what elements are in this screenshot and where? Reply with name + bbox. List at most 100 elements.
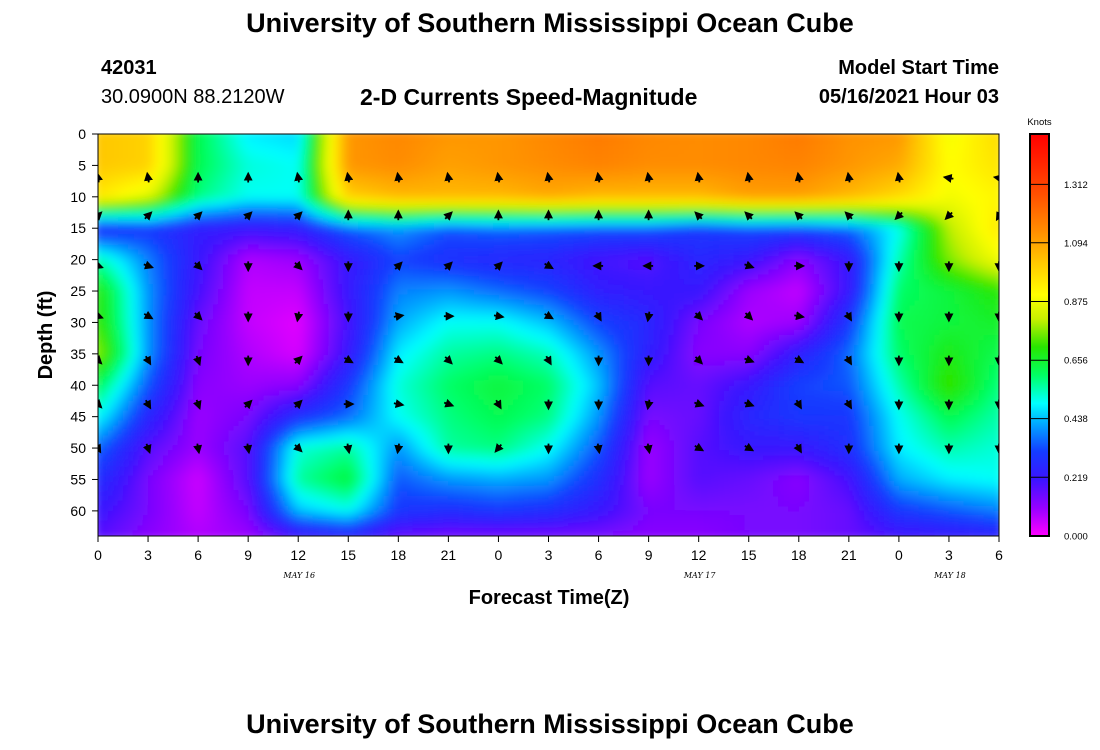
heatmap-cell <box>778 194 785 200</box>
heatmap-cell <box>963 224 970 231</box>
heatmap-cell <box>498 169 505 175</box>
heatmap-cell <box>878 249 885 256</box>
heatmap-cell <box>873 244 880 251</box>
heatmap-cell <box>993 224 999 231</box>
heatmap-cell <box>678 154 685 160</box>
heatmap-cell <box>683 189 690 195</box>
heatmap-cell <box>148 134 154 140</box>
heatmap-cell <box>673 239 680 246</box>
heatmap-cell <box>848 169 855 175</box>
heatmap-cell <box>478 199 485 205</box>
heatmap-cell <box>138 249 144 256</box>
heatmap-cell <box>703 209 710 216</box>
heatmap-cell <box>253 194 259 200</box>
heatmap-cell <box>623 184 630 190</box>
heatmap-cell <box>738 164 745 170</box>
heatmap-cell <box>718 239 725 246</box>
heatmap-cell <box>458 219 465 226</box>
heatmap-cell <box>688 214 695 221</box>
heatmap-cell <box>168 189 174 195</box>
heatmap-cell <box>238 169 244 175</box>
heatmap-cell <box>298 169 304 175</box>
heatmap-cell <box>298 184 304 190</box>
heatmap-cell <box>338 234 344 241</box>
heatmap-cell <box>688 194 695 200</box>
heatmap-cell <box>658 219 665 226</box>
heatmap-cell <box>758 154 765 160</box>
heatmap-cell <box>233 194 239 200</box>
heatmap-cell <box>513 199 520 205</box>
heatmap-cell <box>603 219 610 226</box>
heatmap-cell <box>428 264 434 271</box>
heatmap-cell <box>728 159 735 165</box>
heatmap-cell <box>443 194 449 200</box>
heatmap-cell <box>123 254 129 261</box>
heatmap-cell <box>753 169 760 175</box>
heatmap-cell <box>693 244 700 251</box>
heatmap-cell <box>948 229 955 236</box>
heatmap-cell <box>808 214 815 221</box>
heatmap-cell <box>848 219 855 226</box>
heatmap-cell <box>543 139 550 145</box>
heatmap-cell <box>693 134 700 140</box>
heatmap-cell <box>918 244 925 251</box>
heatmap-cell <box>588 144 595 150</box>
heatmap-cell <box>518 169 525 175</box>
heatmap-cell <box>103 254 109 261</box>
heatmap-cell <box>218 189 224 195</box>
heatmap-cell <box>968 199 975 205</box>
heatmap-cell <box>503 244 510 251</box>
heatmap-cell <box>518 244 525 251</box>
heatmap-cell <box>898 164 905 170</box>
heatmap-cell <box>578 189 585 195</box>
heatmap-cell <box>733 194 740 200</box>
heatmap-cell <box>563 259 570 266</box>
heatmap-cell <box>873 239 880 246</box>
heatmap-cell <box>488 209 495 216</box>
heatmap-cell <box>943 179 950 185</box>
heatmap-cell <box>753 224 760 231</box>
heatmap-cell <box>533 189 540 195</box>
heatmap-cell <box>613 134 620 140</box>
heatmap-cell <box>103 249 109 256</box>
model-start-label: Model Start Time <box>838 57 999 79</box>
heatmap-cell <box>648 139 655 145</box>
heatmap-cell <box>258 159 264 165</box>
heatmap-cell <box>193 244 199 251</box>
heatmap-cell <box>218 199 224 205</box>
heatmap-cell <box>693 224 700 231</box>
heatmap-cell <box>328 214 334 221</box>
heatmap-cell <box>758 244 765 251</box>
heatmap-cell <box>563 239 570 246</box>
heatmap-cell <box>408 264 414 271</box>
heatmap-cell <box>763 174 770 180</box>
heatmap-cell <box>428 249 434 256</box>
heatmap-cell <box>593 159 600 165</box>
heatmap-cell <box>798 239 805 246</box>
heatmap-cell <box>173 259 179 266</box>
heatmap-cell <box>793 139 800 145</box>
heatmap-cell <box>98 219 104 226</box>
heatmap-cell <box>528 184 535 190</box>
heatmap-cell <box>743 234 750 241</box>
heatmap-cell <box>468 264 475 271</box>
heatmap-cell <box>808 139 815 145</box>
heatmap-cell <box>713 219 720 226</box>
heatmap-cell <box>908 204 915 210</box>
heatmap-cell <box>868 149 875 155</box>
heatmap-cell <box>338 219 344 226</box>
heatmap-cell <box>558 204 565 210</box>
heatmap-cell <box>288 249 294 256</box>
heatmap-cell <box>178 144 184 150</box>
heatmap-cell <box>463 194 470 200</box>
heatmap-cell <box>903 159 910 165</box>
heatmap-cell <box>273 229 279 236</box>
heatmap-cell <box>778 184 785 190</box>
heatmap-cell <box>703 144 710 150</box>
heatmap-cell <box>423 154 429 160</box>
heatmap-cell <box>678 174 685 180</box>
heatmap-cell <box>123 214 129 221</box>
heatmap-cell <box>993 169 999 175</box>
heatmap-cell <box>828 179 835 185</box>
heatmap-cell <box>498 244 505 251</box>
